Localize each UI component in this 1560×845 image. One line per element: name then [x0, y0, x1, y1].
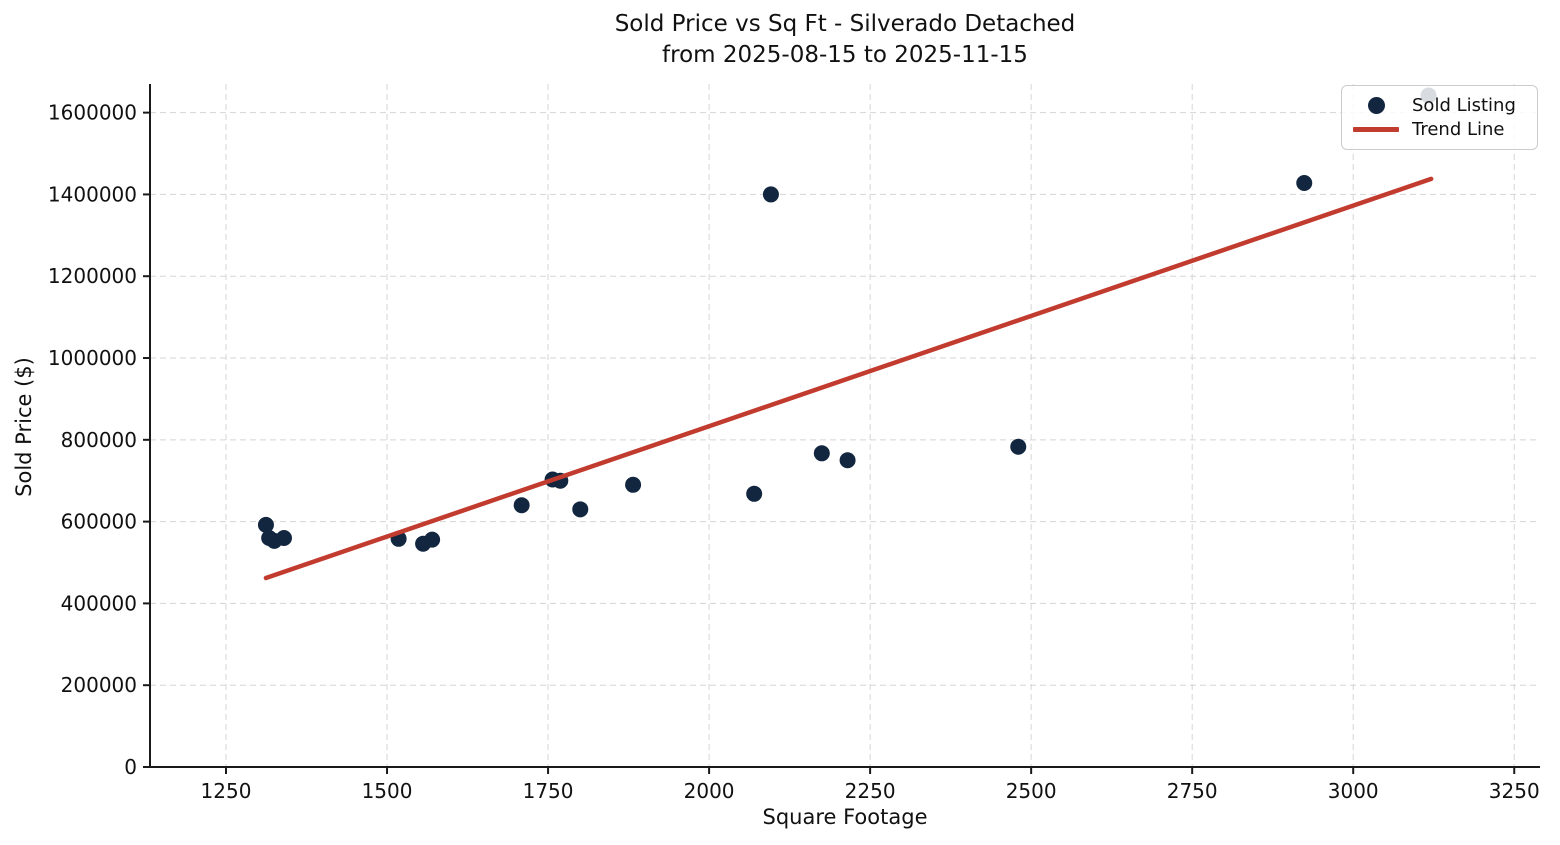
legend-item-sold-listing: Sold Listing	[1353, 95, 1526, 116]
scatter-point	[1296, 174, 1313, 191]
scatter-point	[572, 501, 589, 518]
x-tick-label: 1500	[362, 779, 413, 803]
y-tick-label: 1600000	[48, 101, 137, 125]
scatter-point	[513, 497, 530, 514]
y-tick-label: 1200000	[48, 264, 137, 288]
chart-title-line2: from 2025-08-15 to 2025-11-15	[662, 42, 1028, 68]
scatter-point	[746, 485, 763, 502]
legend-marker-swatch-box	[1353, 97, 1399, 114]
x-tick-label: 3250	[1489, 779, 1540, 803]
x-tick-label: 2750	[1167, 779, 1218, 803]
legend: Sold Listing Trend Line	[1341, 85, 1538, 150]
y-tick-label: 400000	[61, 591, 137, 615]
legend-item-trend-line: Trend Line	[1353, 119, 1526, 140]
scatter-point	[762, 186, 779, 203]
y-tick-label: 200000	[61, 673, 137, 697]
scatter-point	[1010, 438, 1027, 455]
y-axis-label: Sold Price ($)	[12, 357, 36, 497]
scatter-point	[813, 445, 830, 462]
scatter-point	[625, 476, 642, 493]
y-tick-label: 800000	[61, 428, 137, 452]
x-tick-label: 2250	[845, 779, 896, 803]
scatter-point	[275, 529, 292, 546]
y-tick-label: 0	[124, 755, 137, 779]
trend-line	[263, 176, 1434, 581]
legend-line-swatch-box	[1353, 127, 1399, 132]
chart-title: Sold Price vs Sq Ft - Silverado Detached…	[150, 9, 1540, 71]
x-tick-label: 1250	[201, 779, 252, 803]
y-tick-label: 600000	[61, 510, 137, 534]
sold-listing-marker-icon	[1367, 97, 1385, 114]
trend-line-swatch-icon	[1353, 127, 1399, 132]
x-tick-label: 2500	[1006, 779, 1057, 803]
scatter-point	[257, 516, 274, 533]
x-tick-label: 2000	[684, 779, 735, 803]
legend-label-trend-line: Trend Line	[1412, 119, 1505, 140]
chart-title-line1: Sold Price vs Sq Ft - Silverado Detached	[614, 11, 1076, 37]
x-tick-label: 3000	[1328, 779, 1379, 803]
y-tick-label: 1400000	[48, 182, 137, 206]
y-tick-label: 1000000	[48, 346, 137, 370]
x-axis-label: Square Footage	[762, 805, 928, 829]
scatter-point	[424, 531, 441, 548]
scatter-point	[839, 452, 856, 469]
x-tick-label: 1750	[523, 779, 574, 803]
legend-label-sold-listing: Sold Listing	[1412, 95, 1516, 116]
